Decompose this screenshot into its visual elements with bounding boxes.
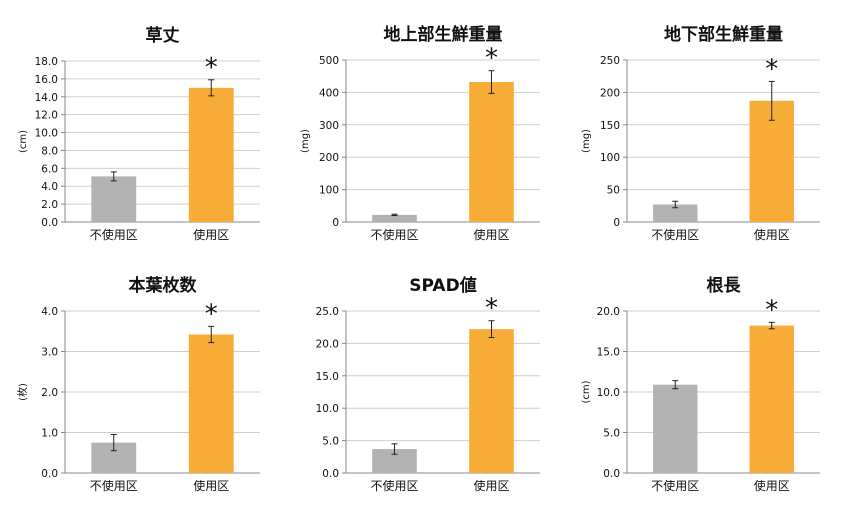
bar-control [653,204,698,222]
y-tick-label: 0 [613,217,620,229]
chart-panel-4: 0.0 1.0 2.0 3.0 4.0 本葉枚数 (枚) 不使用区 使用区 * [16,275,260,493]
bar-treated [188,334,234,473]
significance-marker: * [485,44,498,74]
x-tick-label: 不使用区 [90,227,138,242]
y-tick-label: 15.0 [316,371,339,383]
y-tick-label: 0.0 [41,468,58,480]
x-tick-label: 不使用区 [370,478,418,493]
bar-treated [469,82,514,222]
y-tick-label: 16.0 [35,74,58,86]
y-tick-label: 14.0 [35,92,58,104]
x-tick-label: 使用区 [754,227,790,242]
y-tick-label: 3.0 [41,347,58,359]
y-tick-label: 10.0 [316,403,339,415]
x-tick-label: 使用区 [473,478,509,493]
chart-panel-1: 0.0 2.0 4.0 6.0 8.0 10.0 12.0 14.0 16.0 18.0 草丈 (cm… [18,26,260,242]
y-tick-label: 300 [319,120,339,132]
y-tick-label: 20.0 [597,306,620,318]
chart-title: 根長 [707,275,742,296]
y-axis-label: (mg) [581,129,592,153]
y-tick-label: 20.0 [316,338,339,350]
y-tick-label: 4.0 [41,306,58,318]
bar-control [372,449,417,473]
y-axis-label: (枚) [16,383,29,401]
x-tick-label: 不使用区 [651,478,699,493]
y-tick-label: 0.0 [41,217,58,229]
chart-panel-2: 0 100 200 300 400 500 地上部生鮮重量 (mg) 不使用区 使用区 * [300,24,540,242]
y-tick-label: 200 [600,87,620,99]
y-tick-label: 400 [319,87,339,99]
x-tick-label: 不使用区 [370,227,418,242]
y-tick-label: 0.0 [603,468,620,480]
y-tick-label: 2.0 [41,387,58,399]
y-tick-label: 5.0 [603,428,620,440]
y-tick-label: 250 [600,55,620,67]
y-tick-label: 12.0 [35,110,58,122]
significance-marker: * [205,299,218,329]
significance-marker: * [765,295,778,325]
bar-control [653,384,698,473]
x-tick-label: 使用区 [473,227,509,242]
y-tick-label: 10.0 [35,128,58,140]
y-tick-label: 5.0 [322,436,339,448]
y-tick-label: 0.0 [322,468,339,480]
bar-treated [469,329,514,473]
y-tick-label: 15.0 [597,347,620,359]
chart-title: 地下部生鮮重量 [664,24,783,45]
bar-treated [749,100,794,222]
x-tick-label: 使用区 [193,227,229,242]
x-tick-label: 使用区 [193,478,229,493]
bar-treated [749,325,794,473]
y-tick-label: 100 [319,185,339,197]
x-tick-label: 不使用区 [651,227,699,242]
y-tick-label: 4.0 [41,181,58,193]
x-tick-label: 使用区 [754,478,790,493]
chart-title: SPAD値 [409,275,476,296]
y-axis-label: (cm) [18,130,29,153]
chart-panel-3: 0 50 100 150 200 250 地下部生鮮重量 (mg) 不使用区 使用区 * [581,24,820,242]
bar-treated [188,87,234,222]
y-tick-label: 500 [319,55,339,67]
y-tick-label: 0 [332,217,339,229]
x-tick-label: 不使用区 [90,478,138,493]
bar-control [91,176,137,222]
y-tick-label: 100 [600,152,620,164]
y-axis-label: (cm) [581,380,592,403]
y-axis-label: (mg) [300,129,311,153]
chart-title: 本葉枚数 [129,275,198,296]
y-tick-label: 18.0 [35,56,58,68]
significance-marker: * [485,294,498,324]
y-tick-label: 1.0 [41,428,58,440]
y-tick-label: 50 [607,185,620,197]
y-tick-label: 8.0 [41,145,58,157]
significance-marker: * [765,54,778,84]
y-tick-label: 25.0 [316,306,339,318]
y-tick-label: 10.0 [597,387,620,399]
significance-marker: * [205,53,218,83]
y-tick-label: 2.0 [41,199,58,211]
chart-panel-6: 0.0 5.0 10.0 15.0 20.0 根長 (cm) 不使用区 使用区 * [581,275,820,493]
bar-control [372,214,417,222]
y-tick-label: 150 [600,120,620,132]
chart-title: 地上部生鮮重量 [384,24,503,45]
y-tick-label: 6.0 [41,163,58,175]
y-tick-label: 200 [319,152,339,164]
chart-title: 草丈 [146,26,180,46]
